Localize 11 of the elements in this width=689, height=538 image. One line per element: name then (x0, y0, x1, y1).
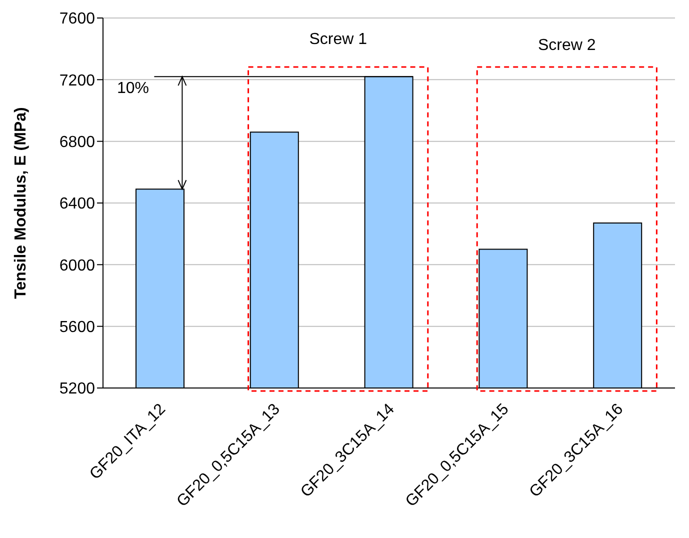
y-tick-label: 7600 (59, 10, 96, 28)
y-axis-title: Tensile Modulus, E (MPa) (12, 107, 30, 299)
y-tick-label: 6800 (59, 134, 96, 152)
y-tick-label: 5200 (59, 380, 96, 398)
y-tick-label: 5600 (59, 319, 96, 336)
annotation: Screw 1 (309, 31, 368, 48)
y-tick-label: 6400 (59, 196, 96, 213)
annotation: Screw 2 (538, 37, 596, 54)
annotation: 10% (117, 80, 150, 97)
y-tick-label: 7200 (59, 72, 96, 90)
y-tick-label: 6000 (59, 257, 96, 274)
